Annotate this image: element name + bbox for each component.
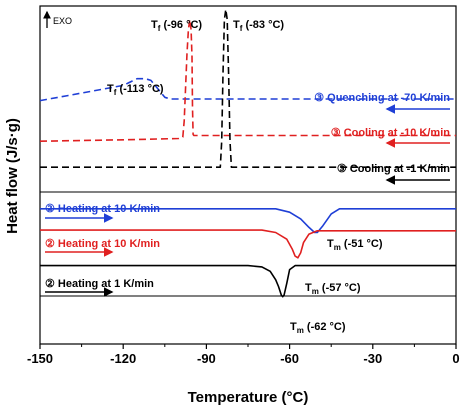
series-line-heat1	[40, 264, 456, 298]
series-line-heat10r	[40, 229, 456, 259]
y-axis-title: Heat flow (J/s·g)	[4, 118, 21, 234]
heat10b-label: ② Heating at 10 K/min	[45, 203, 160, 215]
tm-62-label: Tm (-62 °C)	[290, 321, 346, 335]
exo-label: EXO	[53, 16, 72, 26]
x-tick-label: -150	[27, 351, 53, 366]
x-axis-ticks: -150 -120 -90 -60 -30 0	[27, 344, 460, 366]
x-tick-label: -90	[197, 351, 216, 366]
cool10-label: ③ Cooling at -10 K/min	[331, 127, 451, 139]
heat1-label: ② Heating at 1 K/min	[45, 278, 154, 290]
x-tick-label: 0	[452, 351, 459, 366]
plot-frame	[39, 5, 457, 345]
x-tick-label: -30	[363, 351, 382, 366]
x-axis-title: Temperature (°C)	[188, 389, 309, 406]
quench-label: ③ Quenching at -70 K/min	[314, 92, 450, 104]
series-line-cool10	[39, 18, 456, 142]
cool1-label: ③ Cooling at -1 K/min	[337, 163, 450, 175]
tf-96-label: Tf (-96 °C)	[151, 19, 202, 33]
x-tick-label: -60	[280, 351, 299, 366]
x-tick-label: -120	[110, 351, 136, 366]
tm-51-label: Tm (-51 °C)	[327, 238, 383, 252]
series-line-quench	[39, 77, 456, 102]
tf-83-label: Tf (-83 °C)	[233, 19, 284, 33]
tm-57-label: Tm (-57 °C)	[305, 282, 361, 296]
tf-113-label: Tf (-113 °C)	[107, 83, 164, 97]
series-line-cool1	[40, 8, 456, 168]
heat10r-label: ② Heating at 10 K/min	[45, 238, 160, 250]
curves	[39, 8, 456, 298]
